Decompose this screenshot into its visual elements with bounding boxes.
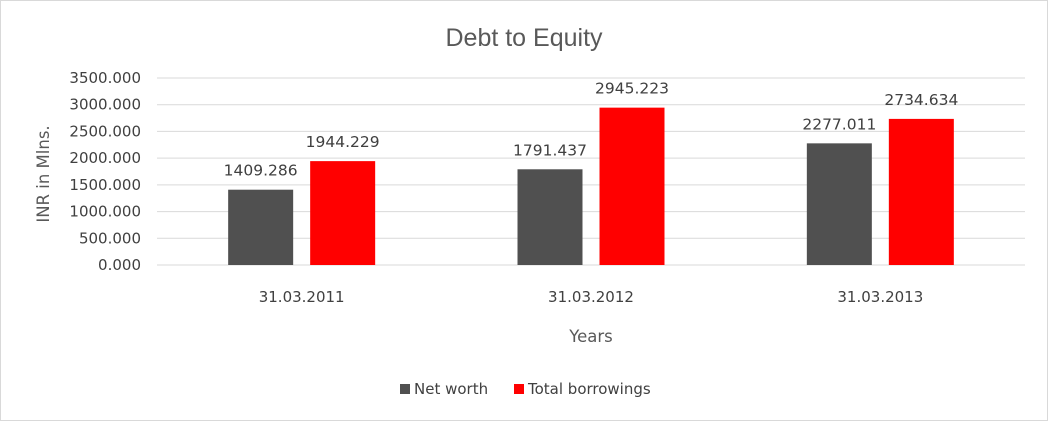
legend-swatch bbox=[514, 384, 524, 394]
y-axis-title: INR in Mlns. bbox=[34, 125, 53, 222]
y-tick-label: 500.000 bbox=[79, 229, 141, 247]
legend-label: Total borrowings bbox=[527, 380, 651, 398]
x-axis-categories: 31.03.2011 31.03.2012 31.03.2013 bbox=[259, 288, 924, 306]
data-label: 2734.634 bbox=[884, 91, 958, 109]
y-tick-label: 2000.000 bbox=[69, 149, 141, 167]
y-tick-label: 3000.000 bbox=[69, 96, 141, 114]
bars bbox=[228, 107, 954, 265]
bar bbox=[888, 118, 954, 265]
data-labels: 1409.286 1944.229 1791.437 2945.223 2277.011… bbox=[224, 80, 959, 180]
y-tick-label: 1500.000 bbox=[69, 176, 141, 194]
data-label: 1409.286 bbox=[224, 162, 298, 180]
y-tick-label: 3500.000 bbox=[69, 69, 141, 87]
legend-label: Net worth bbox=[414, 380, 488, 398]
legend: Net worth Total borrowings bbox=[400, 380, 651, 398]
bar bbox=[228, 189, 294, 265]
data-label: 1791.437 bbox=[513, 141, 587, 159]
y-tick-label: 0.000 bbox=[98, 256, 141, 274]
chart-title: Debt to Equity bbox=[445, 24, 603, 52]
x-axis-title: Years bbox=[568, 327, 613, 346]
bar bbox=[599, 107, 665, 265]
bar bbox=[806, 143, 872, 265]
y-tick-label: 1000.000 bbox=[69, 203, 141, 221]
bar bbox=[310, 161, 376, 265]
data-label: 2277.011 bbox=[802, 115, 876, 133]
x-tick-label: 31.03.2011 bbox=[259, 288, 345, 306]
data-label: 1944.229 bbox=[306, 133, 380, 151]
y-axis-ticks: 0.000 500.000 1000.000 1500.000 2000.000 2500… bbox=[69, 69, 141, 274]
x-tick-label: 31.03.2013 bbox=[837, 288, 923, 306]
legend-swatch bbox=[400, 384, 410, 394]
bar bbox=[517, 169, 583, 265]
y-tick-label: 2500.000 bbox=[69, 122, 141, 140]
data-label: 2945.223 bbox=[595, 80, 669, 98]
x-tick-label: 31.03.2012 bbox=[548, 288, 634, 306]
gridlines bbox=[157, 77, 1025, 266]
